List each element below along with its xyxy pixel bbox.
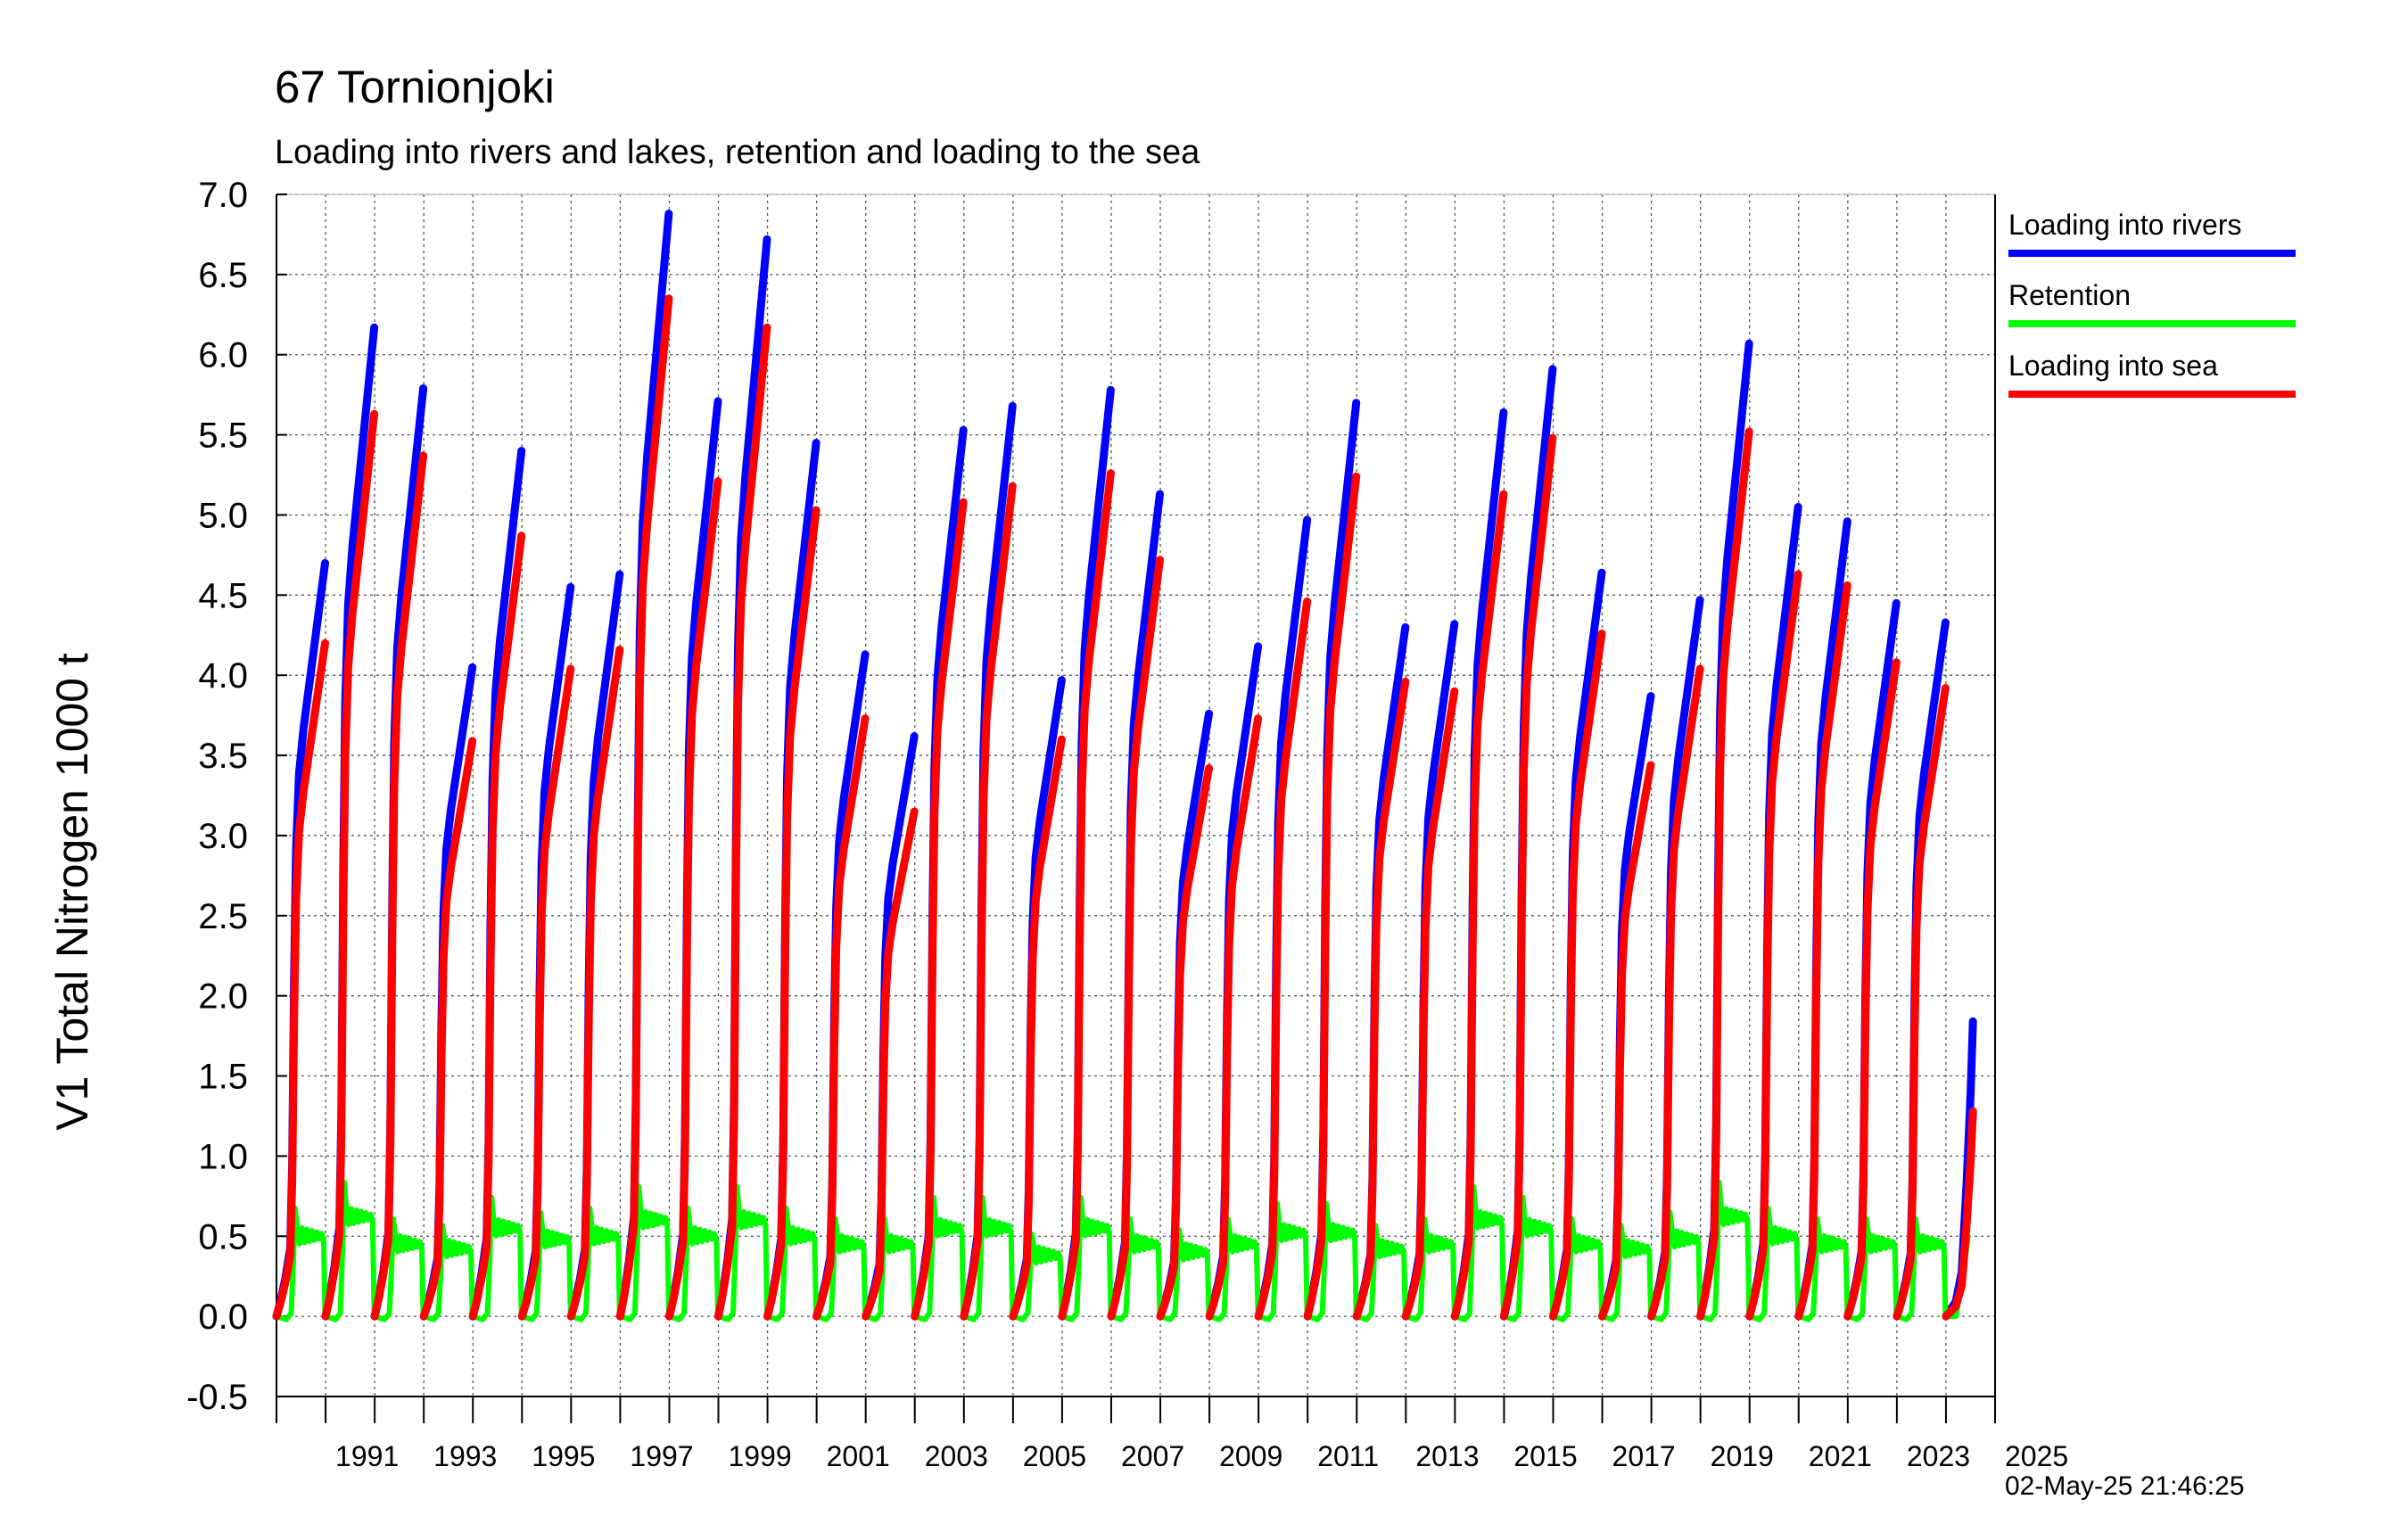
x-tick-label: 1999 (729, 1440, 792, 1472)
y-tick-label: 4.0 (198, 656, 248, 696)
legend-item-loading-into-sea: Loading into sea (2008, 351, 2296, 398)
timestamp: 02-May-25 21:46:25 (2005, 1471, 2245, 1501)
x-tick-label: 2011 (1317, 1440, 1379, 1472)
x-tick-label: 2017 (1612, 1440, 1676, 1472)
x-tick-label: 2009 (1219, 1440, 1282, 1472)
chart-subtitle: Loading into rivers and lakes, retention… (275, 134, 1200, 171)
y-tick-label: 6.5 (198, 256, 248, 295)
x-tick-label: 2019 (1711, 1440, 1774, 1472)
legend-swatch (2008, 250, 2296, 257)
y-tick-label: 5.0 (198, 496, 248, 535)
series-loading-into-sea (272, 294, 1977, 1321)
x-tick-label: 2007 (1121, 1440, 1184, 1472)
y-tick-label: 2.5 (198, 897, 248, 936)
y-tick-label: 4.5 (198, 576, 248, 615)
legend-label: Retention (2008, 279, 2131, 311)
y-tick-label: 3.0 (198, 817, 248, 856)
y-tick-label: 7.0 (198, 176, 248, 215)
x-tick-label: 2021 (1809, 1440, 1872, 1472)
legend-swatch (2008, 391, 2296, 398)
series-retention (274, 1179, 1971, 1322)
legend-label: Loading into rivers (2008, 209, 2242, 241)
x-tick-label: 2001 (827, 1440, 890, 1472)
legend-swatch (2008, 320, 2296, 327)
y-tick-label: 5.5 (198, 416, 248, 456)
x-tick-label: 1995 (532, 1440, 595, 1472)
chart-title: 67 Tornionjoki (275, 62, 555, 112)
legend-item-loading-into-rivers: Loading into rivers (2008, 210, 2296, 257)
legend-label: Loading into sea (2008, 350, 2218, 382)
ticks: -0.5 0.0 0.5 1.0 1.5 2.0 2.5 3.0 3.5 4.0 4.5 5.0 5.5… (186, 176, 2068, 1472)
x-tick-label: 2023 (1907, 1440, 1970, 1472)
y-tick-label: 1.5 (198, 1058, 248, 1097)
y-tick-label: 2.0 (198, 977, 248, 1017)
x-tick-label: 2015 (1513, 1440, 1577, 1472)
series-lines (272, 210, 1977, 1322)
axes (276, 194, 1996, 1397)
y-tick-label: -0.5 (186, 1378, 248, 1417)
y-tick-label: 3.5 (198, 737, 248, 776)
y-tick-label: 0.0 (198, 1298, 248, 1337)
x-tick-label: 2013 (1415, 1440, 1479, 1472)
y-tick-label: 0.5 (198, 1217, 248, 1256)
legend-item-retention: Retention (2008, 281, 2296, 327)
x-tick-label: 2003 (925, 1440, 988, 1472)
x-tick-label: 2025 (2005, 1440, 2068, 1472)
y-tick-label: 6.0 (198, 336, 248, 375)
x-tick-label: 1997 (630, 1440, 693, 1472)
x-tick-label: 1993 (433, 1440, 497, 1472)
y-tick-label: 1.0 (198, 1137, 248, 1176)
x-tick-label: 1991 (335, 1440, 399, 1472)
x-tick-label: 2005 (1023, 1440, 1086, 1472)
